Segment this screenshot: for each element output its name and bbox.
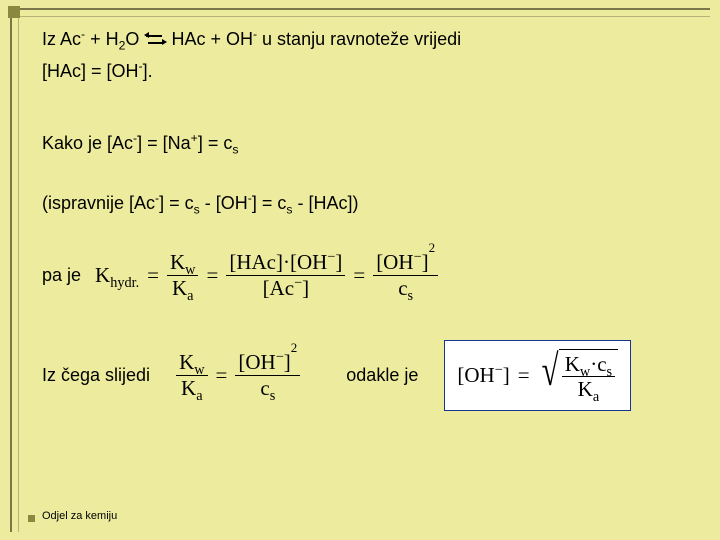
fraction: Kw Ka xyxy=(167,250,198,299)
line-4: (ispravnije [Ac-] = cs - [OH-] = cs - [H… xyxy=(42,190,690,216)
text: ] xyxy=(422,250,429,274)
var: K xyxy=(578,377,593,401)
text: + H xyxy=(85,29,119,49)
fraction: Kw Ka xyxy=(176,350,207,399)
subscript: a xyxy=(187,288,193,304)
iz-cega-label: Iz čega slijedi xyxy=(42,362,150,388)
text: ] xyxy=(335,250,342,274)
formula-row-2: Iz čega slijedi Kw Ka = [OH−]2 cs odakle… xyxy=(42,340,690,411)
fraction: [OH−]2 cs xyxy=(235,350,300,399)
superscript: + xyxy=(191,131,198,145)
text: ] xyxy=(284,350,291,374)
superscript: − xyxy=(495,362,503,378)
var: c xyxy=(398,276,407,300)
text: [HAc]·[OH xyxy=(229,250,327,274)
subscript: s xyxy=(408,288,414,304)
text: ] = c xyxy=(198,133,233,153)
var: c xyxy=(260,376,269,400)
formula-oh: [OH−] = √ Kw·cs Ka xyxy=(457,349,618,402)
text: [OH xyxy=(457,363,494,387)
var: K xyxy=(172,276,187,300)
exponent: 2 xyxy=(291,340,298,355)
fraction: [HAc]·[OH−] [Ac−] xyxy=(226,250,345,299)
footer-bullet-icon xyxy=(28,515,35,522)
line-1: Iz Ac- + H2O HAc + OH- u stanju ravnotež… xyxy=(42,26,690,52)
subscript: hydr. xyxy=(110,275,139,291)
var: K xyxy=(565,352,580,376)
formula-kw-ka: Kw Ka = [OH−]2 cs xyxy=(176,350,300,399)
text: ] xyxy=(302,276,309,300)
superscript: − xyxy=(276,349,284,365)
text: ] = [Na xyxy=(137,133,191,153)
text: u stanju ravnoteže vrijedi xyxy=(257,29,461,49)
formula-row-1: pa je Khydr. = Kw Ka = [HAc]·[OH−] [Ac−]… xyxy=(42,250,690,299)
line-2: [HAc] = [OH-]. xyxy=(42,58,690,84)
text: ]. xyxy=(143,61,153,81)
text: ] = c xyxy=(159,193,194,213)
text: Iz Ac xyxy=(42,29,81,49)
fraction: Kw·cs Ka xyxy=(562,352,615,401)
superscript: − xyxy=(414,249,422,265)
subscript: a xyxy=(196,388,202,404)
text: [OH xyxy=(238,350,275,374)
text: [Ac xyxy=(263,276,294,300)
corner-accent xyxy=(8,6,20,18)
text: - [OH xyxy=(200,193,248,213)
subscript: s xyxy=(270,388,276,404)
subscript: s xyxy=(607,364,613,380)
superscript: − xyxy=(294,275,302,291)
var: K xyxy=(170,250,185,274)
text: [HAc] = [OH xyxy=(42,61,139,81)
inner-border-h xyxy=(10,16,710,17)
subscript: s xyxy=(232,143,238,157)
text: O xyxy=(125,29,144,49)
boxed-formula: [OH−] = √ Kw·cs Ka xyxy=(444,340,631,411)
line-3: Kako je [Ac-] = [Na+] = cs xyxy=(42,130,690,156)
footer-text: Odjel za kemiju xyxy=(42,510,117,522)
text: [OH xyxy=(376,250,413,274)
text: ] xyxy=(503,363,510,387)
slide-content: Iz Ac- + H2O HAc + OH- u stanju ravnotež… xyxy=(42,26,690,411)
inner-border-v xyxy=(18,8,19,532)
subscript: a xyxy=(593,390,599,406)
text: Kako je [Ac xyxy=(42,133,133,153)
equilibrium-arrows-icon xyxy=(144,31,166,49)
text: (ispravnije [Ac xyxy=(42,193,155,213)
square-root: √ Kw·cs Ka xyxy=(538,349,619,402)
exponent: 2 xyxy=(429,240,436,255)
radical-icon: √ xyxy=(541,349,558,402)
odakle-label: odakle je xyxy=(346,362,418,388)
text: ·c xyxy=(590,352,606,376)
var: K xyxy=(181,376,196,400)
text: ] = c xyxy=(252,193,287,213)
pa-je-label: pa je xyxy=(42,262,81,288)
text: HAc + OH xyxy=(166,29,253,49)
fraction: [OH−]2 cs xyxy=(373,250,438,299)
text: - [HAc]) xyxy=(292,193,358,213)
var: K xyxy=(95,263,110,287)
var: K xyxy=(179,350,194,374)
formula-khydr: Khydr. = Kw Ka = [HAc]·[OH−] [Ac−] = [OH… xyxy=(95,250,438,299)
